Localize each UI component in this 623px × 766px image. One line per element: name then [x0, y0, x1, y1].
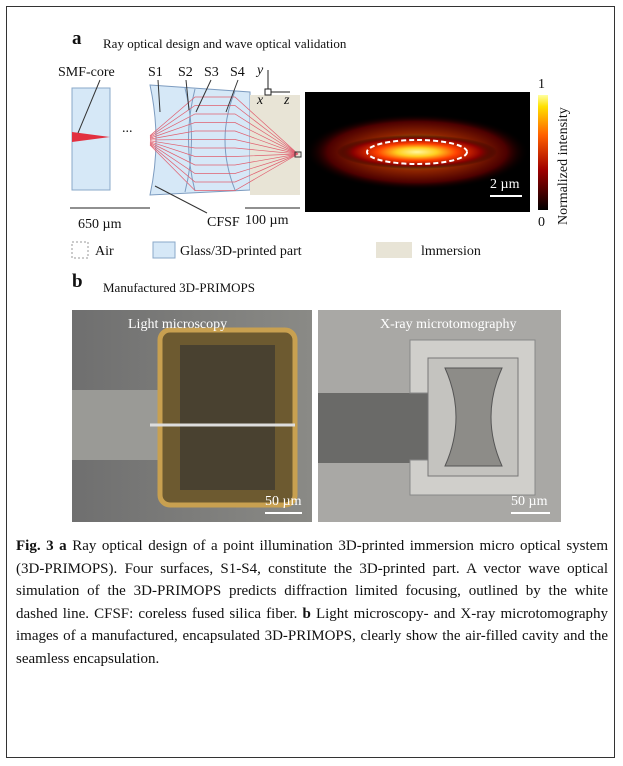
caption-run: b [303, 606, 311, 622]
caption: Fig. 3 a Ray optical design of a point i… [16, 535, 608, 671]
page: {"panel_a":{"label":"a","title":"Ray opt… [0, 0, 623, 766]
caption-run: Fig. 3 a [16, 538, 67, 554]
